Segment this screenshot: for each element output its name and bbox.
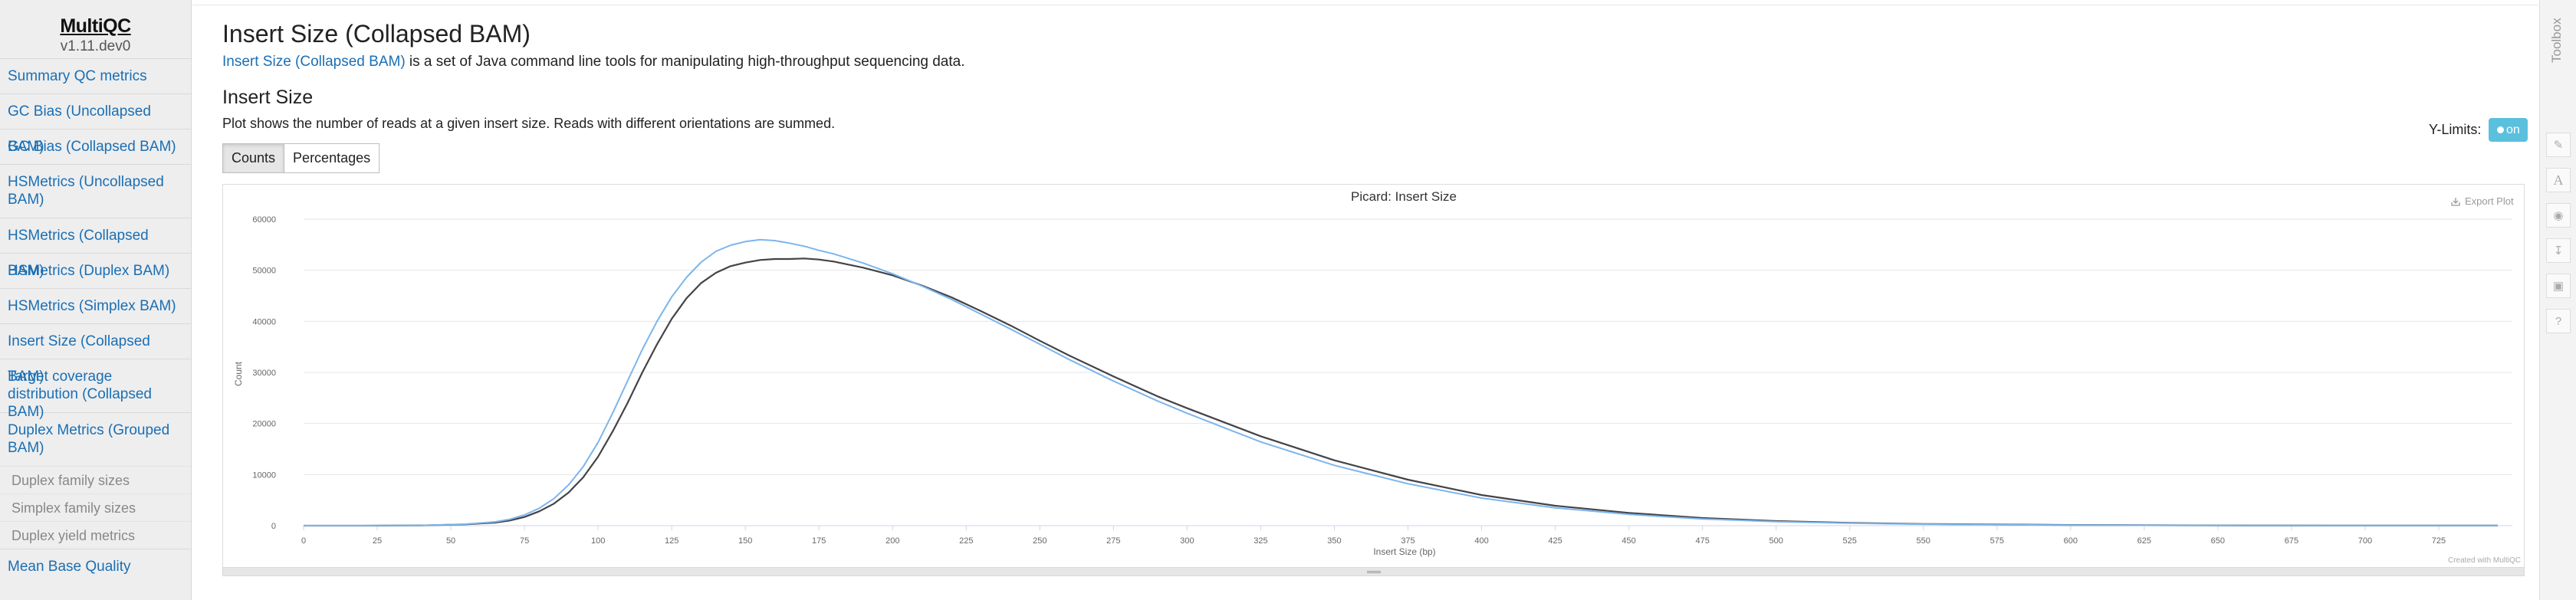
y-limits-control: Y-Limits: on xyxy=(2429,118,2528,142)
insert-size-chart[interactable]: Picard: Insert Size 01000020000300004000… xyxy=(223,185,2525,568)
download-icon xyxy=(2451,197,2460,206)
x-tick-label: 200 xyxy=(886,536,899,546)
export-icon[interactable]: ↧ xyxy=(2546,238,2571,263)
x-tick-label: 450 xyxy=(1622,536,1635,546)
sidebar-item-gc-bias-collapsed[interactable]: GC Bias (Collapsed BAM) xyxy=(0,129,191,164)
section-title: Insert Size xyxy=(222,87,314,108)
x-tick-label: 525 xyxy=(1843,536,1857,546)
logo-name: MultiQC xyxy=(60,15,131,37)
x-tick-label: 400 xyxy=(1474,536,1488,546)
x-tick-label: 75 xyxy=(520,536,529,546)
y-tick-label: 50000 xyxy=(252,267,276,276)
x-tick-label: 550 xyxy=(1917,536,1930,546)
sidebar-item-hsmetrics-collapsed[interactable]: HSMetrics (Collapsed BAM) xyxy=(0,218,191,279)
percentages-button[interactable]: Percentages xyxy=(284,143,380,173)
y-axis-title: Count xyxy=(233,361,244,386)
x-tick-label: 675 xyxy=(2285,536,2298,546)
y-limits-label: Y-Limits: xyxy=(2429,122,2482,137)
y-tick-label: 10000 xyxy=(252,470,276,480)
sidebar-subitem-duplex-yield-metrics[interactable]: Duplex yield metrics xyxy=(0,521,191,549)
highlight-icon[interactable]: ✎ xyxy=(2546,133,2571,157)
sidebar-item-insert-size[interactable]: Insert Size (Collapsed BAM) xyxy=(0,323,191,385)
plot-resize-handle[interactable] xyxy=(222,567,2525,576)
y-tick-label: 30000 xyxy=(252,369,276,378)
x-tick-label: 50 xyxy=(446,536,455,546)
toolbox: Toolbox ✎ A ◉ ↧ ▣ ? xyxy=(2539,0,2576,600)
x-tick-label: 150 xyxy=(738,536,752,546)
y-tick-label: 20000 xyxy=(252,420,276,429)
sidebar-item-gc-bias-uncollapsed[interactable]: GC Bias (Uncollapsed BAM) xyxy=(0,93,191,155)
series-line-2[interactable] xyxy=(304,238,2498,526)
rename-icon[interactable]: A xyxy=(2546,168,2571,192)
section-description: Plot shows the number of reads at a give… xyxy=(222,116,836,131)
counts-button[interactable]: Counts xyxy=(222,143,285,173)
x-tick-label: 225 xyxy=(959,536,973,546)
y-limits-toggle-label: on xyxy=(2505,123,2520,136)
x-tick-label: 175 xyxy=(812,536,826,546)
export-plot-button[interactable]: Export Plot xyxy=(2450,195,2514,207)
sidebar-item-mean-base-quality[interactable]: Mean Base Quality xyxy=(0,549,191,584)
sidebar-item-hsmetrics-duplex[interactable]: HSMetrics (Duplex BAM) xyxy=(0,253,191,288)
chart-grid xyxy=(304,218,2512,475)
save-icon[interactable]: ▣ xyxy=(2546,274,2571,298)
x-tick-label: 625 xyxy=(2137,536,2151,546)
chart-title: Picard: Insert Size xyxy=(1351,189,1457,204)
x-tick-label: 125 xyxy=(665,536,678,546)
sidebar-item-hsmetrics-simplex[interactable]: HSMetrics (Simplex BAM) xyxy=(0,288,191,323)
x-tick-label: 0 xyxy=(301,536,306,546)
x-tick-label: 650 xyxy=(2211,536,2225,546)
help-icon[interactable]: ? xyxy=(2546,309,2571,333)
plot-mode-switch: Counts Percentages xyxy=(222,143,380,173)
x-tick-label: 500 xyxy=(1769,536,1783,546)
y-tick-label: 0 xyxy=(271,522,276,531)
multiqc-logo[interactable]: MultiQC v1.11.dev0 xyxy=(0,0,191,58)
version-label: v1.11.dev0 xyxy=(60,38,131,54)
page-title: Insert Size (Collapsed BAM) xyxy=(222,20,531,48)
sidebar-item-summary-qc-metrics[interactable]: Summary QC metrics xyxy=(0,58,191,93)
sidebar: MultiQC v1.11.dev0 Summary QC metrics GC… xyxy=(0,0,192,600)
main-content: Insert Size (Collapsed BAM) Insert Size … xyxy=(192,0,2538,600)
plot-container[interactable]: Picard: Insert Size 0 10000 20000 30000 4000… xyxy=(222,184,2525,573)
x-tick-label: 275 xyxy=(1106,536,1120,546)
sidebar-item-hsmetrics-uncollapsed[interactable]: HSMetrics (Uncollapsed BAM) xyxy=(0,164,191,218)
y-tick-label: 60000 xyxy=(252,215,276,225)
x-tick-label: 300 xyxy=(1180,536,1194,546)
x-tick-label: 100 xyxy=(591,536,605,546)
module-link[interactable]: Insert Size (Collapsed BAM) xyxy=(222,54,406,70)
sidebar-item-duplex-metrics[interactable]: Duplex Metrics (Grouped BAM) xyxy=(0,412,191,466)
sidebar-subitem-simplex-family-sizes[interactable]: Simplex family sizes xyxy=(0,493,191,521)
module-intro: Insert Size (Collapsed BAM) is a set of … xyxy=(222,54,965,70)
y-limits-toggle[interactable]: on xyxy=(2489,118,2528,142)
x-tick-label: 600 xyxy=(2064,536,2078,546)
toggle-dot-icon xyxy=(2496,126,2504,133)
x-tick-label: 350 xyxy=(1327,536,1341,546)
resize-grip-icon xyxy=(1367,571,1381,573)
x-tick-label: 325 xyxy=(1254,536,1267,546)
module-intro-text: is a set of Java command line tools for … xyxy=(405,54,965,70)
x-tick-label: 725 xyxy=(2432,536,2446,546)
x-tick-label: 475 xyxy=(1695,536,1709,546)
sidebar-subitem-duplex-family-sizes[interactable]: Duplex family sizes xyxy=(0,466,191,493)
x-tick-label: 425 xyxy=(1548,536,1562,546)
x-tick-label: 25 xyxy=(373,536,382,546)
x-axis-ticks: 0 25 50 75 100 125 150 175 200 225 250 275 300 325 350… xyxy=(301,526,2446,546)
series-line-1[interactable] xyxy=(304,257,2498,527)
x-tick-label: 375 xyxy=(1401,536,1414,546)
chart-series xyxy=(304,238,2498,527)
x-tick-label: 700 xyxy=(2358,536,2372,546)
sidebar-item-target-coverage[interactable]: Target coverage distribution (Collapsed … xyxy=(0,359,191,420)
x-tick-label: 250 xyxy=(1033,536,1046,546)
x-tick-label: 575 xyxy=(1990,536,2004,546)
hide-eye-icon[interactable]: ◉ xyxy=(2546,203,2571,228)
export-plot-label: Export Plot xyxy=(2465,195,2514,207)
y-tick-label: 40000 xyxy=(252,317,276,326)
y-axis-ticks: 0 10000 20000 30000 40000 50000 60000 xyxy=(252,215,276,531)
toolbox-label[interactable]: Toolbox xyxy=(2549,18,2564,63)
x-axis-title: Insert Size (bp) xyxy=(1373,546,1435,557)
created-with-credit: Created with MultiQC xyxy=(2448,556,2522,565)
